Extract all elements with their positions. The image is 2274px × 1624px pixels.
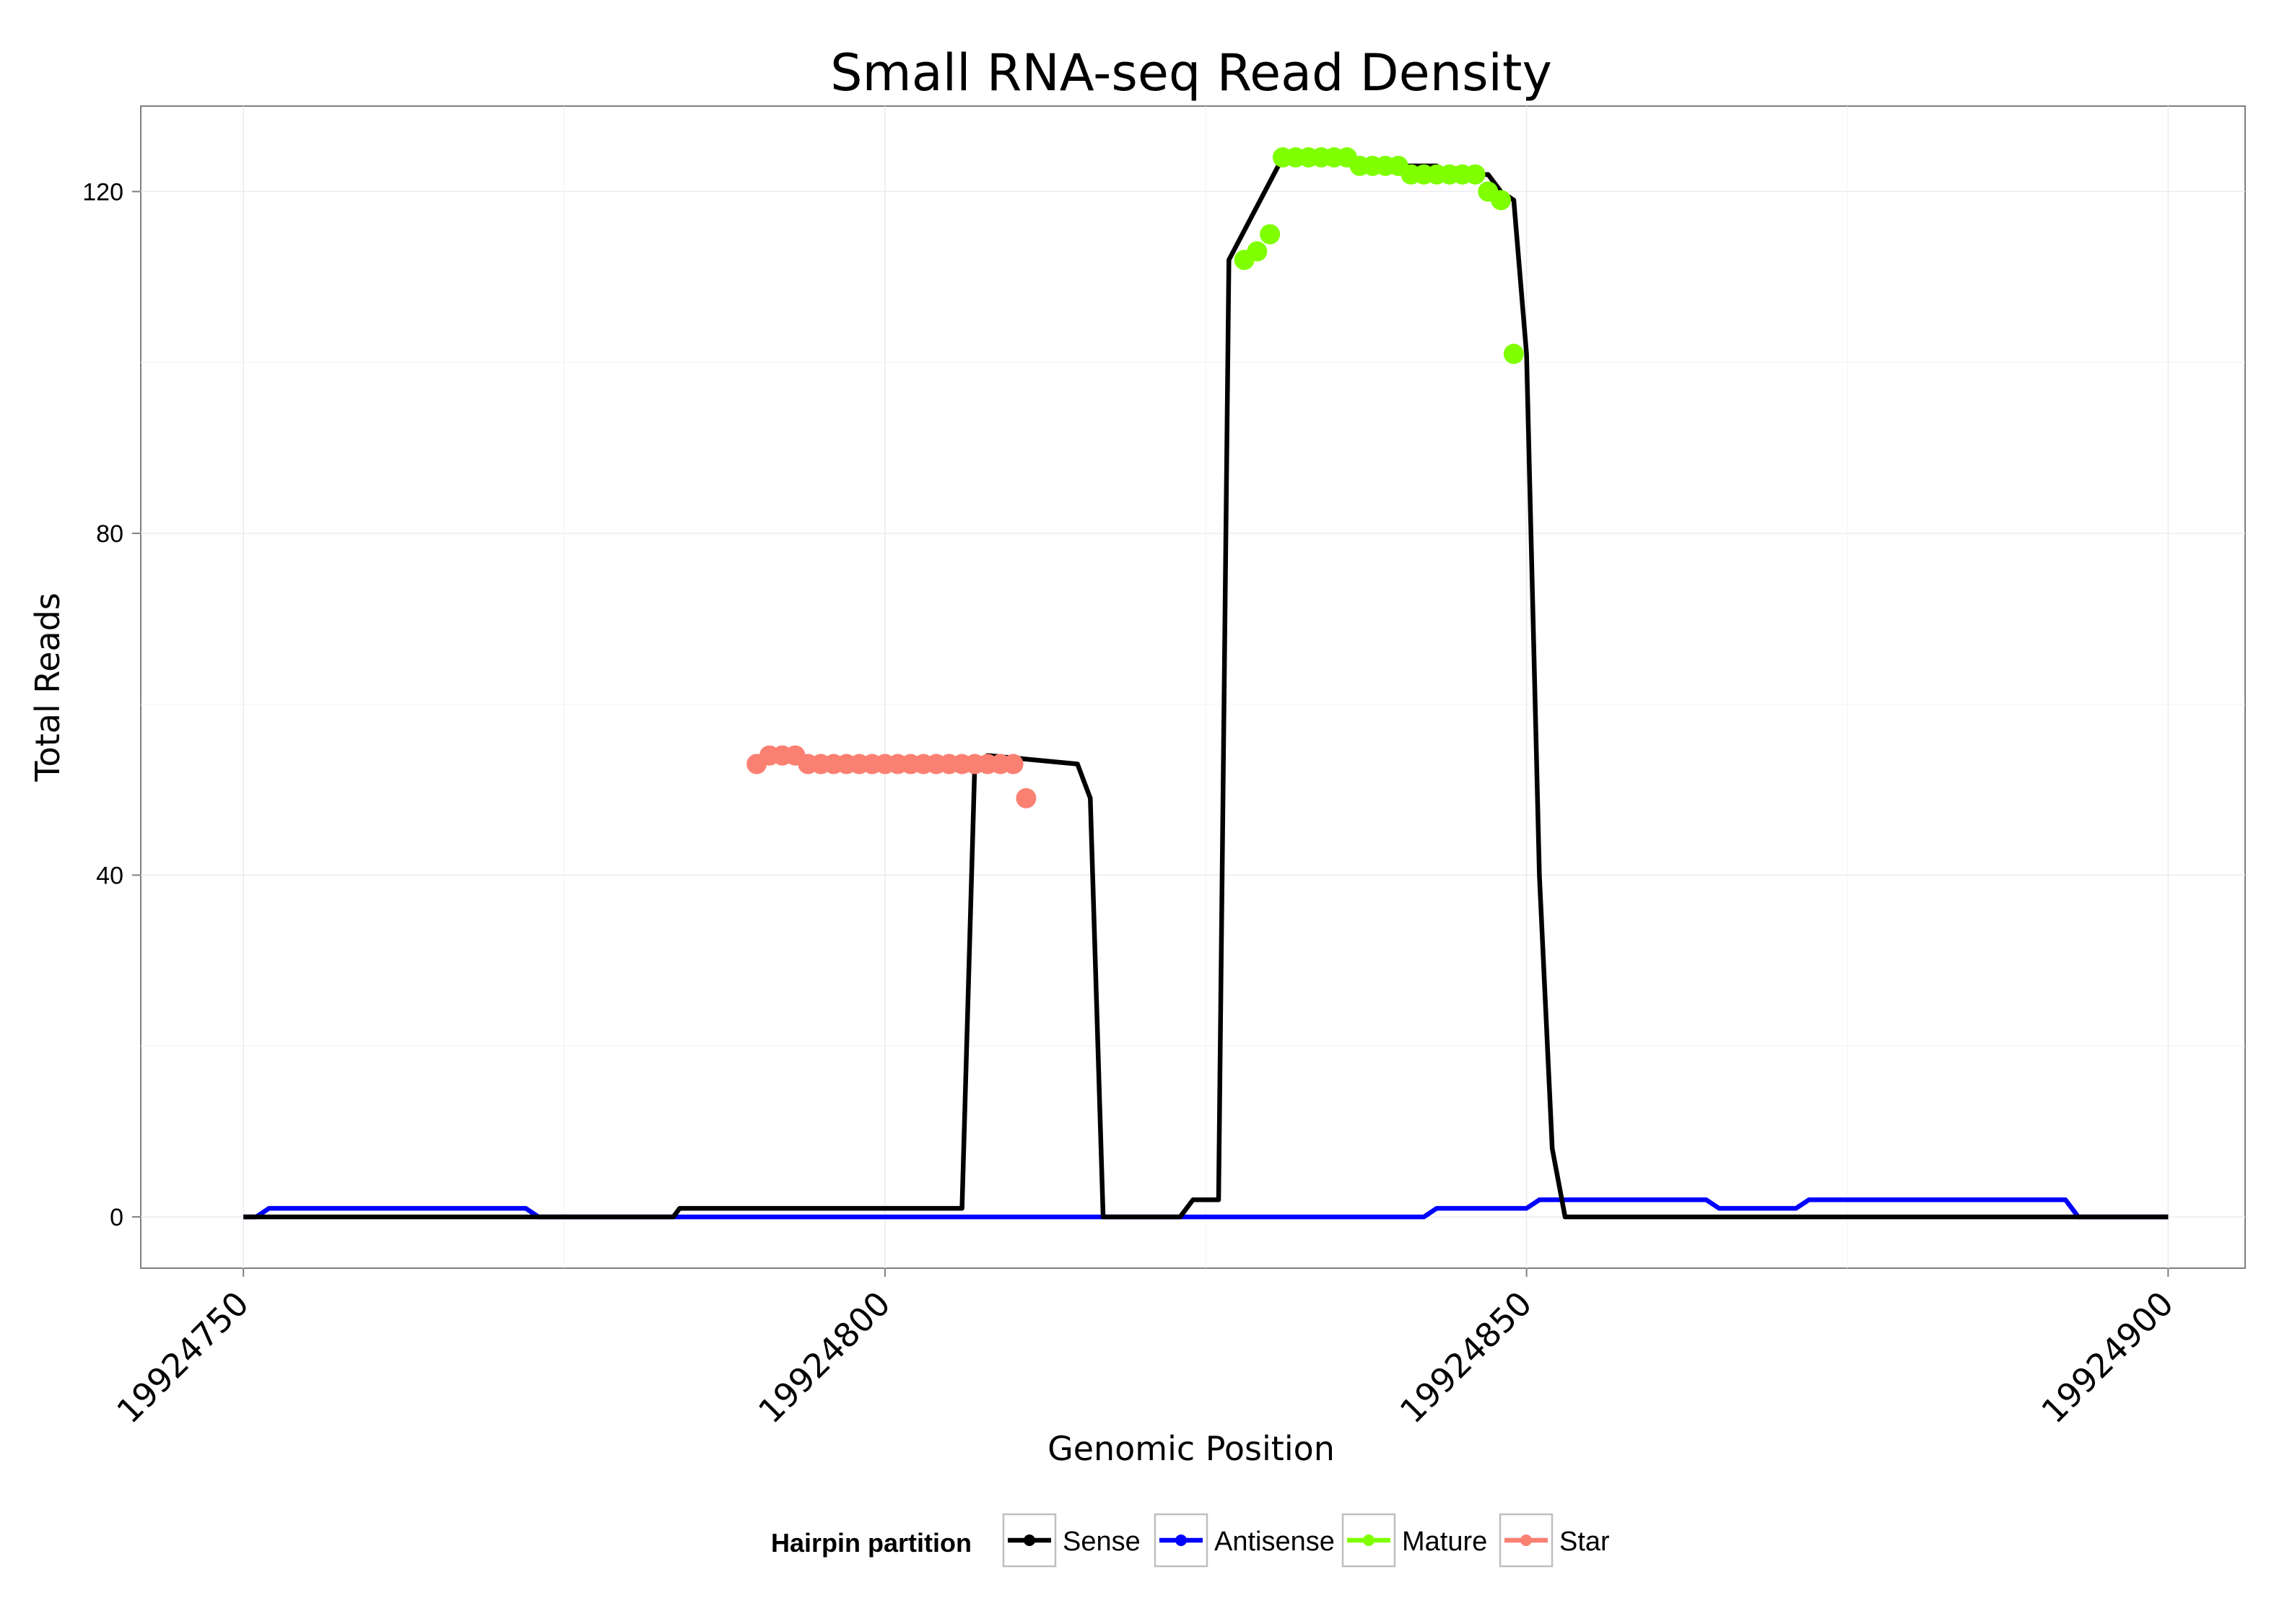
legend-label-mature: Mature bbox=[1402, 1527, 1487, 1557]
legend-item-sense: Sense bbox=[1002, 1513, 1141, 1568]
points-layer bbox=[746, 147, 1524, 808]
x-tick-label: 19924800 bbox=[751, 1284, 898, 1431]
series-line-antisense bbox=[243, 1197, 2169, 1220]
legend-label-star: Star bbox=[1559, 1527, 1610, 1557]
grid-lines bbox=[141, 106, 2245, 1268]
legend-item-star: Star bbox=[1499, 1513, 1610, 1568]
series-line-sense bbox=[243, 154, 2169, 1220]
x-tick-label: 19924750 bbox=[109, 1284, 256, 1431]
point-star bbox=[1003, 754, 1024, 774]
legend-title: Hairpin partition bbox=[771, 1528, 972, 1558]
x-tick-label: 19924900 bbox=[2034, 1284, 2181, 1431]
point-mature bbox=[1465, 164, 1486, 185]
y-tick-label: 80 bbox=[96, 520, 123, 548]
point-mature bbox=[1503, 344, 1524, 364]
y-tick-label: 0 bbox=[110, 1204, 123, 1231]
legend-key-point bbox=[1024, 1534, 1035, 1546]
y-tick-label: 40 bbox=[96, 862, 123, 889]
plot-area bbox=[140, 105, 2246, 1269]
plot-panel bbox=[140, 105, 2246, 1269]
y-tick-label: 120 bbox=[82, 178, 123, 206]
x-tick-label: 19924850 bbox=[1393, 1284, 1540, 1431]
y-axis: 0 40 80 120 bbox=[82, 178, 141, 1231]
legend-key-point bbox=[1363, 1534, 1375, 1546]
point-mature bbox=[1491, 190, 1512, 211]
legend-item-antisense: Antisense bbox=[1154, 1513, 1335, 1568]
legend-label-antisense: Antisense bbox=[1214, 1527, 1335, 1557]
x-axis-title: Genomic Position bbox=[1047, 1429, 1335, 1468]
series-layer bbox=[243, 154, 2169, 1220]
legend-label-sense: Sense bbox=[1063, 1527, 1141, 1557]
y-axis-title: Total Reads bbox=[28, 593, 67, 782]
point-mature bbox=[1247, 241, 1268, 262]
legend-key-point bbox=[1175, 1534, 1187, 1546]
x-axis: 19924750 19924800 19924850 19924900 bbox=[109, 1268, 2181, 1431]
legend: Hairpin partition Sense Antisense Mature St… bbox=[771, 1513, 1610, 1568]
point-star bbox=[1016, 787, 1037, 808]
legend-item-mature: Mature bbox=[1341, 1513, 1487, 1568]
legend-key-point bbox=[1520, 1534, 1532, 1546]
chart-title: Small RNA-seq Read Density bbox=[830, 43, 1552, 102]
point-mature bbox=[1260, 224, 1281, 245]
